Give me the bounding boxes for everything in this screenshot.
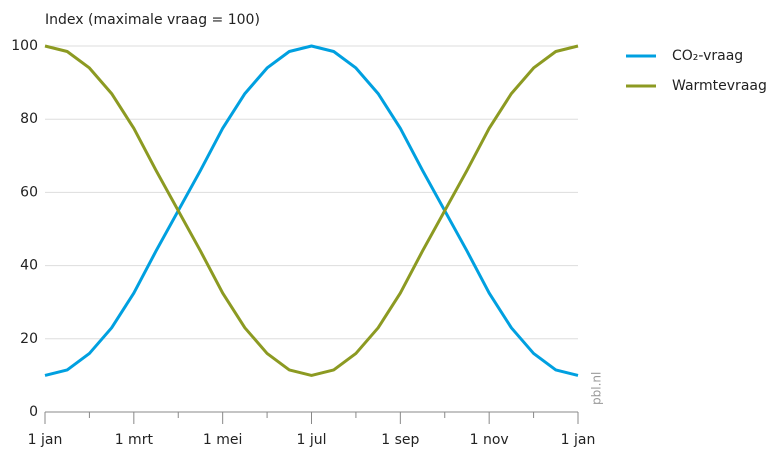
series-line — [44, 44, 579, 377]
source: pbl.nl — [590, 372, 604, 405]
y-tick-label: 40 — [20, 258, 38, 274]
y-tick-label: 0 — [29, 404, 38, 420]
chart-title: Index (maximale vraag = 100) — [45, 12, 260, 28]
y-tick-label: 100 — [11, 38, 38, 54]
x-tick-label: 1 mrt — [115, 432, 154, 448]
x-tick-label: 1 jan — [561, 432, 596, 448]
y-tick-label: 60 — [20, 184, 38, 200]
x-tick-label: 1 sep — [381, 432, 419, 448]
x-tick-label: 1 jul — [296, 432, 326, 448]
y-tick-label: 80 — [20, 111, 38, 127]
legend-label: Warmtevraag — [672, 78, 767, 94]
series-line — [44, 44, 579, 377]
y-tick-label: 20 — [20, 331, 38, 347]
x-tick-label: 1 nov — [470, 432, 509, 448]
legend-label: CO₂-vraag — [672, 48, 743, 64]
x-tick-label: 1 jan — [28, 432, 63, 448]
x-tick-label: 1 mei — [203, 432, 243, 448]
